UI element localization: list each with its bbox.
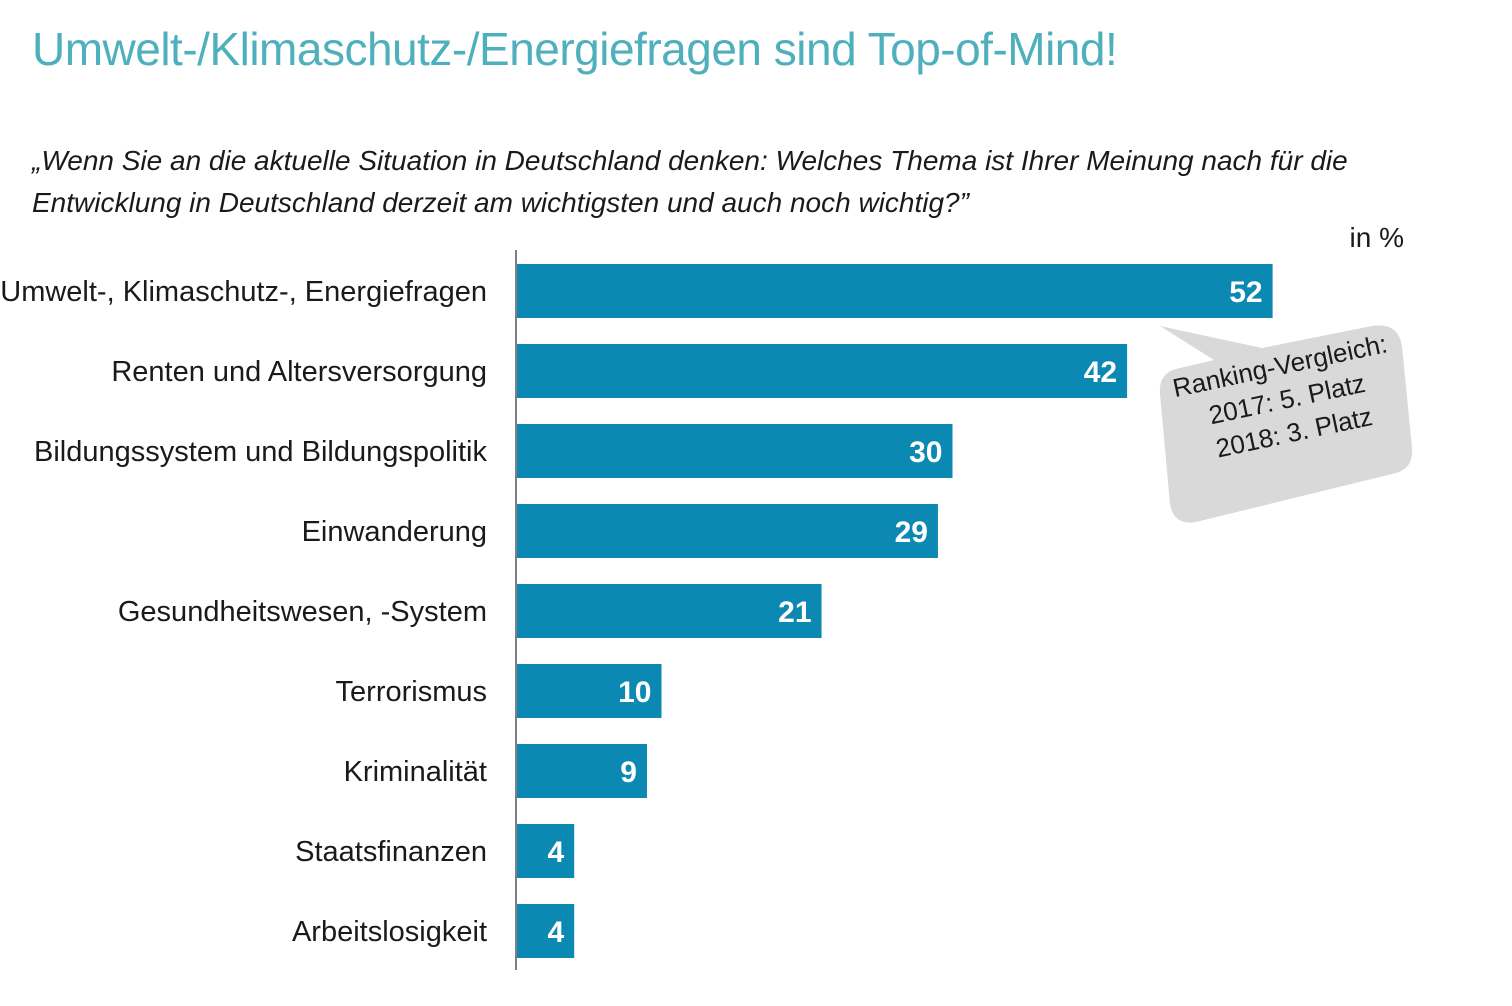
bar-8 xyxy=(516,904,575,958)
category-label-4: Gesundheitswesen, -System xyxy=(118,596,487,628)
category-label-2: Bildungssystem und Bildungspolitik xyxy=(34,436,487,468)
bar-7 xyxy=(516,824,575,878)
bar-value-label-0: 52 xyxy=(1229,276,1262,309)
bar-value-label-7: 4 xyxy=(548,836,565,869)
bar-5 xyxy=(516,664,662,718)
bar-value-label-3: 29 xyxy=(895,516,928,549)
bar-value-label-1: 42 xyxy=(1084,356,1117,389)
category-label-8: Arbeitslosigkeit xyxy=(292,916,487,948)
bar-value-label-5: 10 xyxy=(618,676,651,709)
bar-0 xyxy=(516,264,1273,318)
unit-label: in % xyxy=(1349,222,1404,253)
bar-3 xyxy=(516,504,938,558)
bar-1 xyxy=(516,344,1128,398)
bar-value-label-8: 4 xyxy=(548,916,565,949)
category-label-6: Kriminalität xyxy=(344,756,487,788)
category-label-5: Terrorismus xyxy=(336,676,487,708)
bar-6 xyxy=(516,744,647,798)
bar-4 xyxy=(516,584,822,638)
bar-value-label-6: 9 xyxy=(620,756,637,789)
bar-value-label-4: 21 xyxy=(778,596,811,629)
callout-bubble xyxy=(1159,325,1413,523)
category-label-0: Umwelt-, Klimaschutz-, Energiefragen xyxy=(0,276,487,308)
bar-2 xyxy=(516,424,953,478)
category-label-3: Einwanderung xyxy=(302,516,487,548)
category-label-1: Renten und Altersversorgung xyxy=(111,356,487,388)
category-label-7: Staatsfinanzen xyxy=(295,836,487,868)
survey-question: „Wenn Sie an die aktuelle Situation in D… xyxy=(32,145,1348,218)
bar-value-label-2: 30 xyxy=(909,436,942,469)
page-title: Umwelt-/Klimaschutz-/Energiefragen sind … xyxy=(32,23,1118,75)
